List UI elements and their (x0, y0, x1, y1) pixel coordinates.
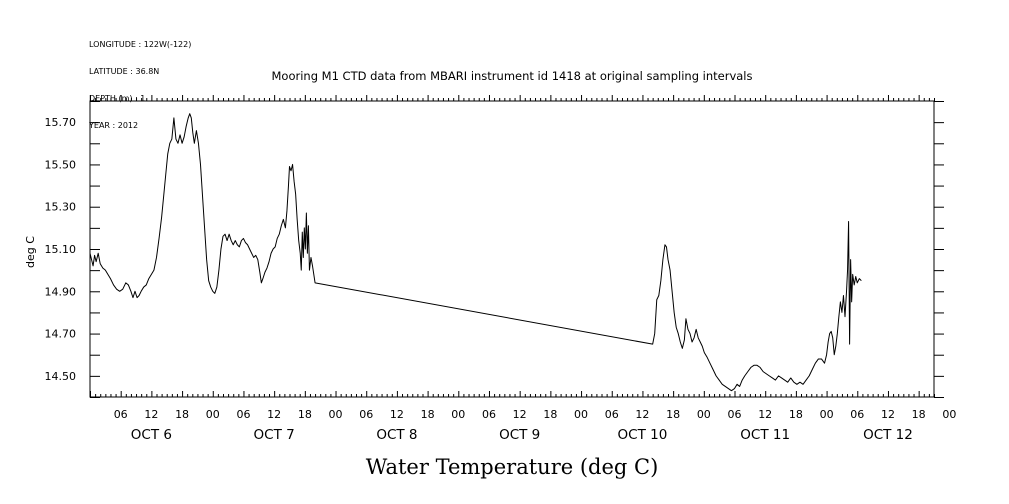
series-line-0 (89, 113, 862, 392)
y-tick-label: 15.30 (45, 201, 77, 214)
x-day-label: OCT 7 (254, 427, 295, 443)
metadata-header: LONGITUDE : 122W(-122) LATITUDE : 36.8N … (89, 22, 191, 139)
x-tick-label: 00 (697, 408, 711, 421)
x-tick-label: 18 (666, 408, 680, 421)
y-tick-label: 15.10 (45, 243, 77, 256)
chart-title: Mooring M1 CTD data from MBARI instrumen… (272, 69, 753, 83)
x-tick-label: 18 (175, 408, 189, 421)
x-tick-label: 12 (513, 408, 527, 421)
x-tick-label: 18 (543, 408, 557, 421)
plot-border (89, 100, 935, 398)
series-layer (89, 113, 862, 392)
longitude-text: LONGITUDE : 122W(-122) (89, 40, 192, 49)
x-axis-label: Water Temperature (deg C) (366, 455, 659, 479)
x-tick-label: 00 (206, 408, 220, 421)
x-tick-label: 12 (635, 408, 649, 421)
y-tick-label: 15.50 (45, 158, 77, 171)
latitude-text: LATITUDE : 36.8N (89, 67, 160, 76)
x-tick-label: 00 (820, 408, 834, 421)
x-tick-label: 06 (605, 408, 619, 421)
x-day-label: OCT 10 (618, 427, 668, 443)
x-tick-label: 18 (789, 408, 803, 421)
x-tick-label: 06 (728, 408, 742, 421)
x-day-label: OCT 8 (376, 427, 417, 443)
x-tick-label: 00 (451, 408, 465, 421)
x-day-label: OCT 12 (863, 427, 913, 443)
x-tick-label: 18 (298, 408, 312, 421)
tick-labels: 06 12 18 00 06 12 18 00 06 12 18 00 06 12 18 00 06 12 18 00… (45, 116, 957, 443)
x-tick-label: 06 (850, 408, 864, 421)
y-tick-label: 14.70 (45, 328, 77, 341)
x-tick-label: 06 (482, 408, 496, 421)
x-tick-label: 12 (758, 408, 772, 421)
plot-frame (89, 100, 935, 398)
x-tick-label: 12 (390, 408, 404, 421)
y-tick-label: 15.70 (45, 116, 77, 129)
x-day-label: OCT 9 (499, 427, 540, 443)
x-tick-label: 18 (912, 408, 926, 421)
y-tick-label: 14.90 (45, 285, 77, 298)
year-text: YEAR : 2012 (89, 121, 139, 130)
y-axis-label: deg C (24, 236, 37, 268)
x-tick-label: 06 (236, 408, 250, 421)
x-day-label: OCT 6 (131, 427, 172, 443)
x-tick-label: 12 (267, 408, 281, 421)
x-tick-label: 00 (942, 408, 956, 421)
y-tick-label: 14.50 (45, 370, 77, 383)
axis-ticks (90, 95, 944, 398)
x-tick-label: 00 (329, 408, 343, 421)
x-tick-label: 18 (421, 408, 435, 421)
x-tick-label: 12 (144, 408, 158, 421)
x-tick-label: 12 (881, 408, 895, 421)
x-tick-label: 00 (574, 408, 588, 421)
x-tick-label: 06 (114, 408, 128, 421)
x-day-label: OCT 11 (740, 427, 790, 443)
x-tick-label: 06 (359, 408, 373, 421)
